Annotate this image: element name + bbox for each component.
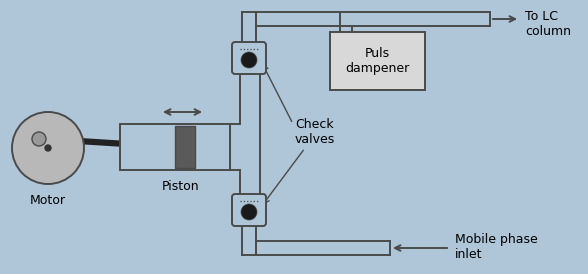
- Text: Puls
dampener: Puls dampener: [345, 47, 410, 75]
- Bar: [120, 124, 230, 170]
- Text: Check
valves: Check valves: [295, 118, 335, 146]
- FancyBboxPatch shape: [232, 194, 266, 226]
- Circle shape: [12, 112, 84, 184]
- Bar: [175, 126, 195, 168]
- Text: Piston: Piston: [162, 180, 199, 193]
- Text: Mobile phase
inlet: Mobile phase inlet: [455, 233, 538, 261]
- Bar: [330, 32, 425, 90]
- Circle shape: [45, 145, 51, 151]
- Circle shape: [32, 132, 46, 146]
- Text: To LC
column: To LC column: [525, 10, 571, 38]
- Text: Motor: Motor: [30, 194, 66, 207]
- Circle shape: [241, 52, 257, 68]
- FancyBboxPatch shape: [232, 42, 266, 74]
- Circle shape: [241, 204, 257, 220]
